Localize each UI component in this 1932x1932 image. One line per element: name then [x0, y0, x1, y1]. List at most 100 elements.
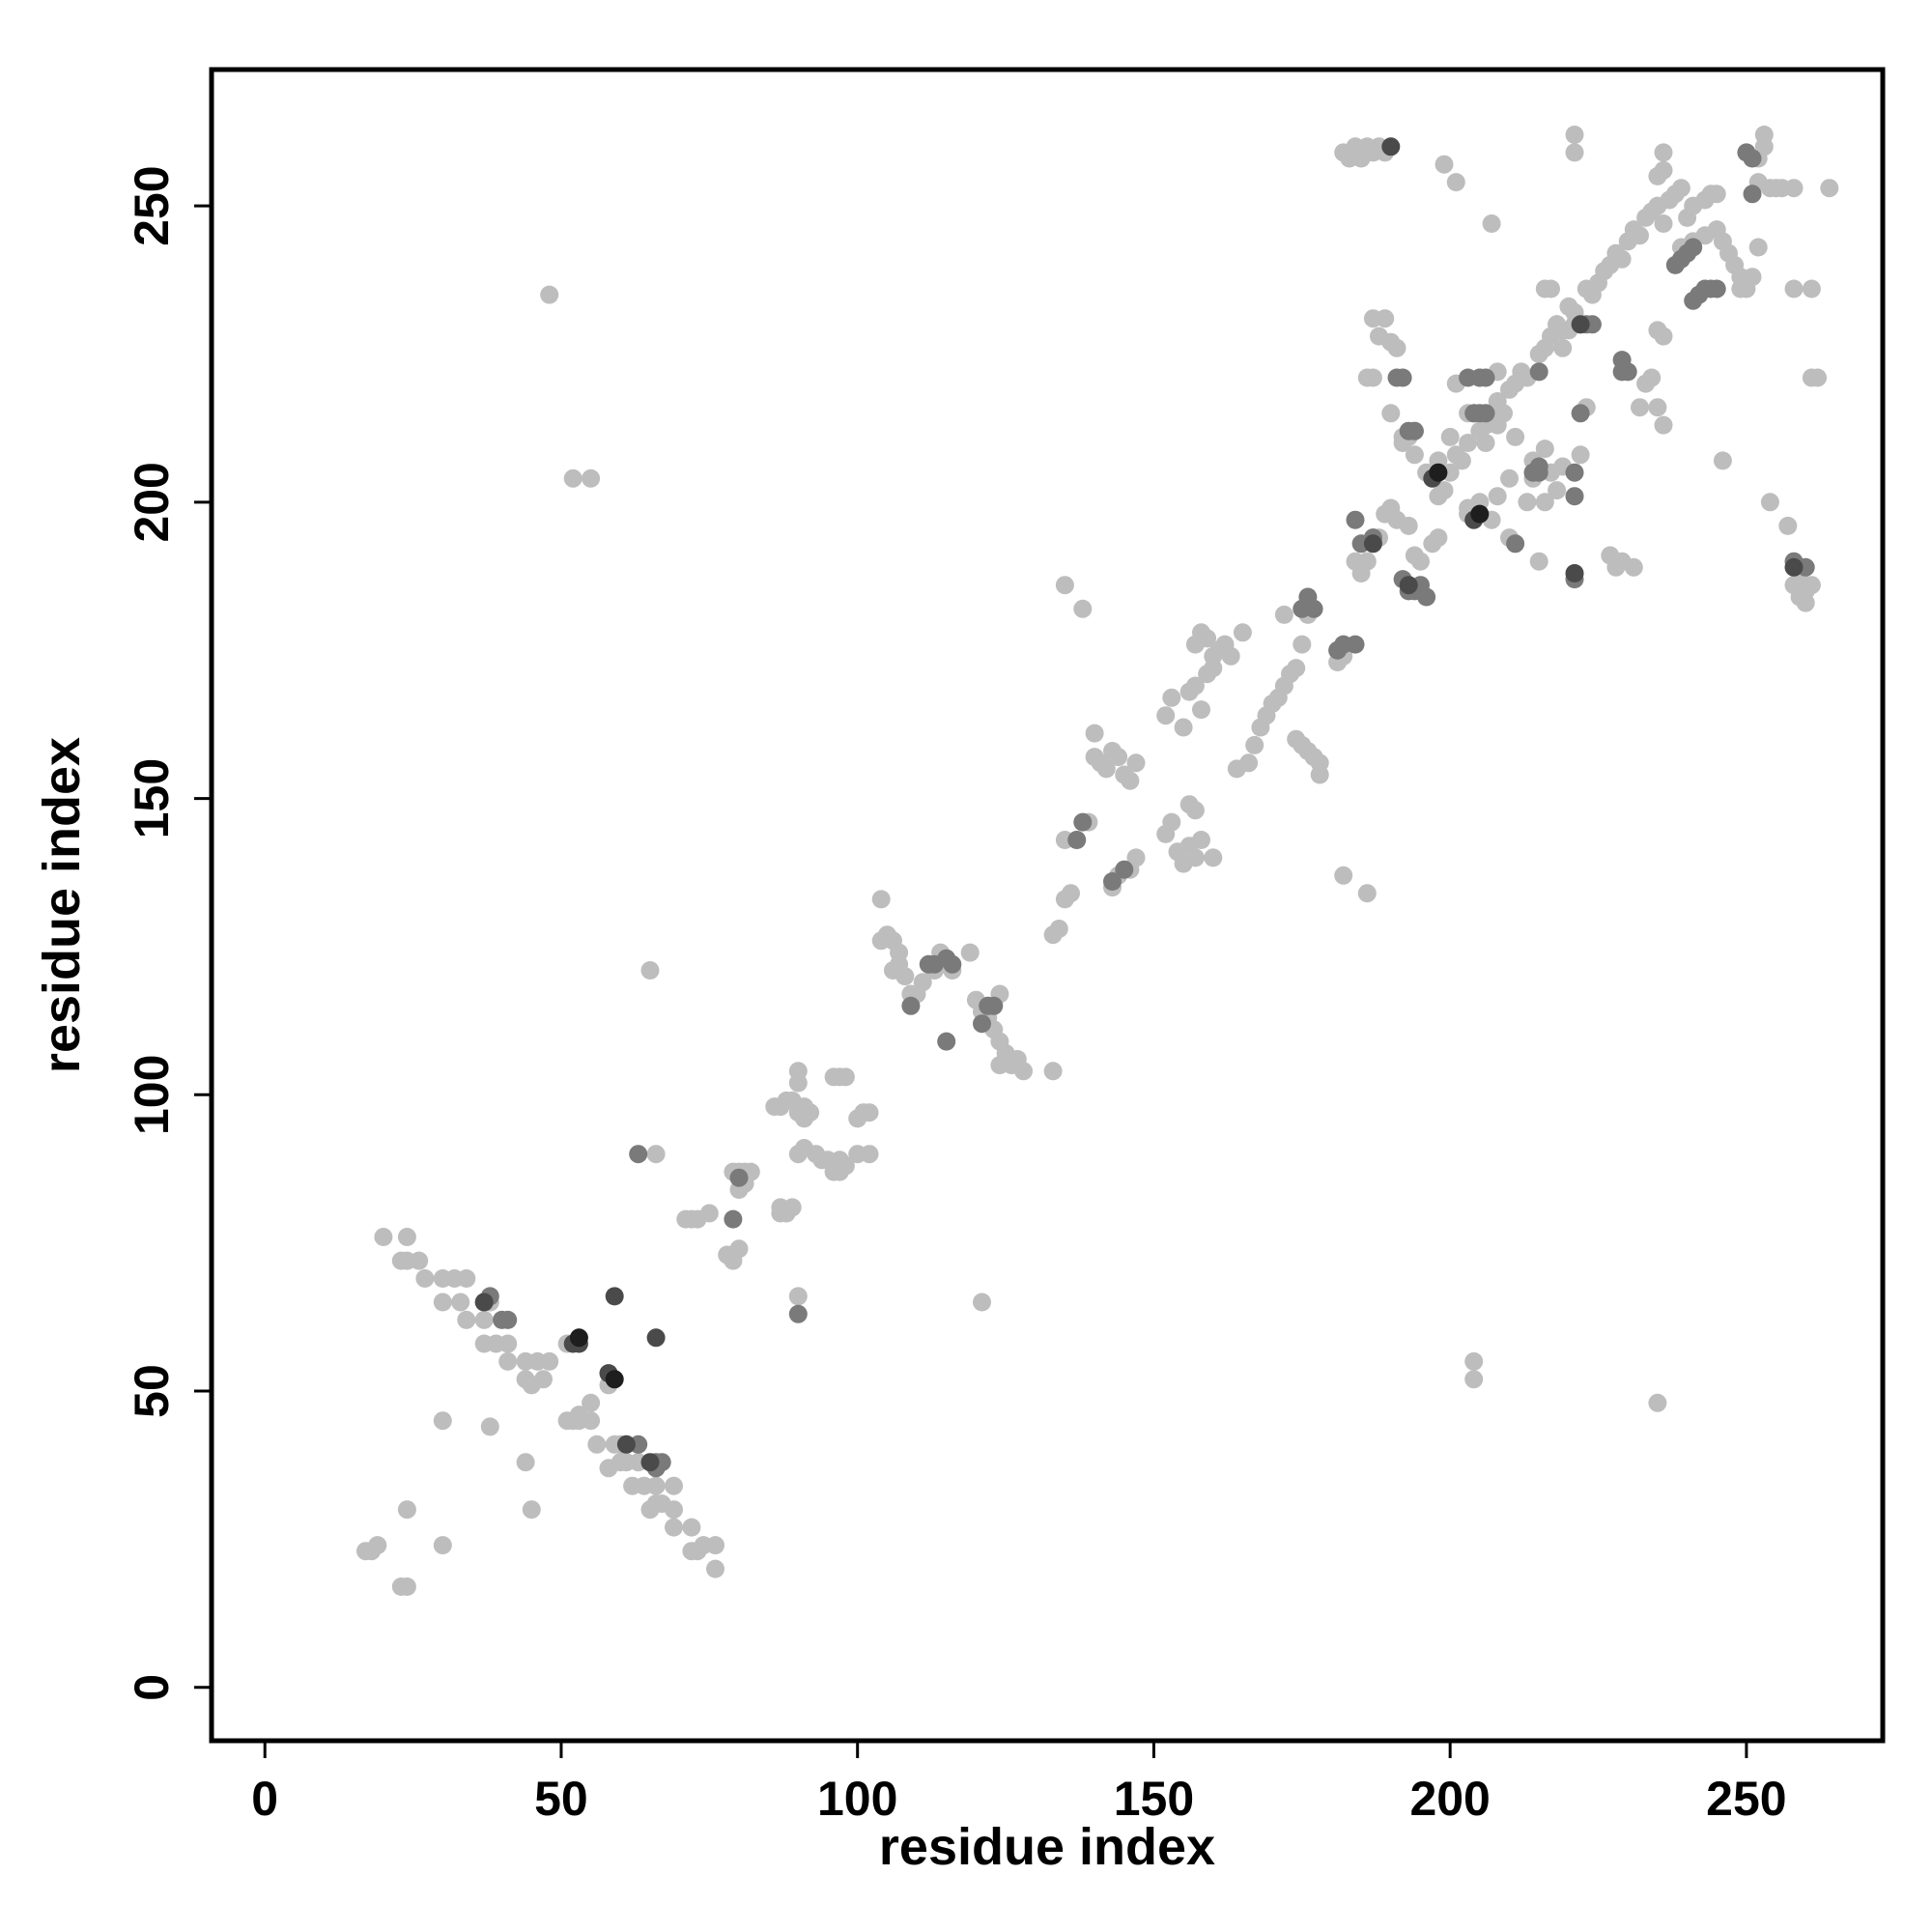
- data-point-light: [699, 1204, 719, 1223]
- data-point-dark: [616, 1435, 636, 1454]
- data-point-light: [1488, 487, 1507, 506]
- data-point-light: [1293, 635, 1312, 654]
- data-point-light: [1760, 493, 1779, 512]
- data-point-light: [582, 1393, 601, 1412]
- data-point-dark: [646, 1328, 666, 1348]
- data-point-light: [1043, 1062, 1063, 1081]
- y-tick-label: 0: [125, 1674, 179, 1701]
- data-point-light: [913, 973, 932, 992]
- data-point-light: [1459, 434, 1478, 452]
- data-point-light: [1221, 646, 1240, 666]
- data-point-light: [1014, 1062, 1033, 1081]
- data-point-light: [1631, 398, 1649, 417]
- data-point-light: [1245, 735, 1264, 754]
- data-point-light: [368, 1536, 387, 1555]
- data-point-light: [410, 1251, 429, 1270]
- data-point-light: [788, 1062, 808, 1081]
- data-point-light: [1654, 143, 1673, 162]
- data-point-light: [1713, 451, 1732, 470]
- data-point-light: [895, 967, 915, 986]
- data-point-medium: [1470, 368, 1490, 387]
- data-point-light: [860, 1145, 879, 1164]
- data-point-light: [960, 943, 980, 962]
- data-point-light: [640, 961, 660, 980]
- data-point-light: [451, 1293, 470, 1312]
- data-point-light: [724, 1245, 743, 1264]
- data-point-light: [1565, 126, 1584, 144]
- data-point-black: [569, 1328, 588, 1348]
- data-point-light: [1429, 528, 1448, 548]
- data-point-light: [1185, 848, 1205, 867]
- data-point-medium: [943, 954, 962, 974]
- data-point-medium: [1506, 534, 1525, 554]
- data-point-light: [1198, 629, 1217, 648]
- x-axis-label: residue index: [879, 1818, 1215, 1876]
- data-point-medium: [937, 1032, 956, 1051]
- data-point-light: [1464, 1370, 1484, 1389]
- data-point-medium: [1529, 362, 1548, 382]
- data-point-light: [1162, 688, 1181, 707]
- data-point-medium: [1684, 238, 1703, 257]
- data-point-light: [1796, 593, 1815, 612]
- data-point-light: [1179, 795, 1199, 814]
- data-point-medium: [1103, 872, 1122, 891]
- data-point-light: [1571, 445, 1590, 465]
- data-point-light: [1565, 143, 1584, 162]
- y-tick-label: 150: [125, 758, 179, 838]
- data-point-light: [1440, 427, 1460, 446]
- x-tick-label: 0: [251, 1772, 278, 1826]
- data-point-light: [665, 1476, 683, 1495]
- data-point-light: [582, 469, 601, 488]
- data-point-light: [457, 1269, 476, 1288]
- data-point-light: [1239, 753, 1259, 773]
- data-point-light: [1435, 155, 1454, 174]
- x-tick-label: 100: [817, 1772, 897, 1826]
- data-point-medium: [1304, 599, 1323, 618]
- data-point-dark: [1381, 137, 1401, 156]
- data-point-medium: [729, 1168, 749, 1187]
- data-point-light: [788, 1287, 808, 1306]
- data-point-dark: [605, 1287, 624, 1306]
- data-point-medium: [1067, 831, 1087, 849]
- data-point-light: [582, 1411, 601, 1431]
- data-point-light: [1631, 226, 1649, 245]
- data-point-light: [457, 1310, 476, 1329]
- data-point-light: [1707, 185, 1726, 204]
- data-point-light: [1387, 338, 1406, 357]
- data-point-light: [1363, 368, 1382, 387]
- data-point-light: [1748, 238, 1768, 257]
- data-point-medium: [1405, 421, 1424, 440]
- data-point-light: [1073, 599, 1093, 618]
- y-axis-label: residue index: [33, 737, 91, 1073]
- data-point-light: [1274, 605, 1293, 624]
- data-point-medium: [1346, 510, 1365, 529]
- data-point-light: [540, 285, 559, 304]
- y-tick-label: 200: [125, 462, 179, 542]
- data-point-black: [605, 1370, 624, 1389]
- data-point-light: [1808, 368, 1827, 387]
- data-point-light: [1049, 920, 1068, 938]
- data-point-light: [1784, 279, 1804, 298]
- data-point-light: [646, 1145, 666, 1164]
- data-point-light: [498, 1334, 518, 1353]
- data-point-light: [1754, 126, 1774, 144]
- data-point-light: [522, 1500, 541, 1520]
- data-point-light: [1310, 765, 1329, 784]
- data-point-medium: [1115, 860, 1134, 879]
- data-point-light: [1204, 646, 1223, 666]
- data-point-light: [1287, 659, 1306, 678]
- data-point-dark: [1784, 557, 1804, 577]
- data-point-light: [1055, 576, 1074, 595]
- data-point-light: [415, 1269, 435, 1288]
- data-point-light: [1654, 327, 1673, 346]
- data-point-medium: [788, 1304, 808, 1323]
- data-point-medium: [1707, 279, 1726, 298]
- data-point-light: [1654, 214, 1673, 233]
- plot-frame: [209, 67, 1886, 1744]
- data-point-medium: [1612, 362, 1632, 382]
- data-point-medium: [1393, 368, 1412, 387]
- data-point-light: [1802, 279, 1821, 298]
- y-axis-ticks: 0 50 100 150 200 250: [125, 165, 212, 1701]
- data-point-light: [1204, 848, 1223, 867]
